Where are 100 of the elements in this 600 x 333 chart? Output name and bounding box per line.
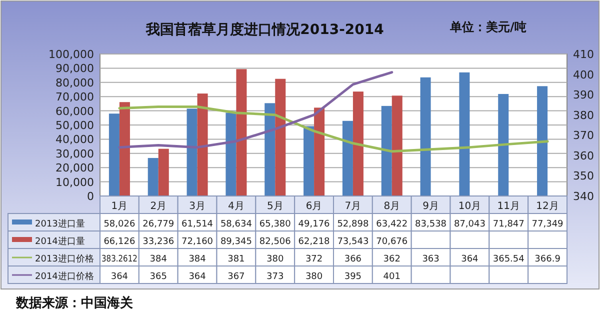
x-tick-label: 3月 [189, 201, 206, 212]
bar [392, 96, 402, 196]
data-label: 49,176 [298, 220, 330, 230]
data-label: 395 [344, 272, 362, 282]
data-label: 89,345 [220, 237, 252, 247]
data-label: 58,026 [104, 220, 136, 230]
data-label: 70,676 [376, 237, 408, 247]
y2-tick-label: 410 [573, 48, 594, 61]
x-tick-label: 10月 [458, 201, 482, 212]
data-label: 58,634 [220, 220, 252, 230]
bar [314, 108, 325, 196]
bar [381, 106, 392, 196]
data-label: 367 [228, 272, 245, 282]
y-tick-label: 80,000 [56, 76, 94, 90]
bar [342, 120, 353, 196]
bar [186, 108, 198, 196]
x-tick-label: 12月 [536, 201, 559, 212]
bar [275, 78, 286, 196]
y-tick-label: 60,000 [56, 104, 94, 118]
data-label: 61,514 [182, 220, 214, 230]
source-note: 数据来源：中国海关 [15, 295, 134, 311]
legend-label: 2014进口量 [35, 236, 85, 247]
bar [119, 102, 130, 196]
bar [459, 72, 470, 196]
data-label: 83,538 [415, 220, 447, 230]
line-series [118, 71, 394, 149]
data-label: 384 [188, 254, 206, 264]
data-label: 63,422 [376, 220, 408, 230]
data-label: 52,898 [337, 220, 369, 230]
data-label: 77,349 [532, 220, 564, 230]
data-label: 66,126 [104, 237, 136, 247]
bar [158, 148, 169, 196]
y2-tick-label: 400 [573, 68, 594, 82]
y-tick-label: 90,000 [56, 62, 94, 76]
legend-label: 2014进口价格 [35, 271, 94, 282]
x-tick-label: 5月 [266, 201, 284, 212]
data-label: 383.2612 [102, 254, 144, 264]
data-label: 365 [150, 272, 167, 282]
y-tick-label: 30,000 [56, 147, 94, 160]
data-label: 362 [383, 254, 400, 264]
x-tick-label: 4月 [228, 201, 244, 212]
chart-title: 我国苜蓿草月度进口情况2013-2014 [145, 21, 384, 38]
y2-tick-label: 360 [573, 149, 594, 162]
text: 单位：美元/吨 [449, 20, 526, 34]
x-tick-label: 6月 [306, 201, 322, 212]
y-tick-label: 10,000 [56, 176, 94, 189]
x-tick-label: 9月 [422, 201, 439, 212]
data-label: 373 [266, 272, 284, 282]
x-tick-label: 2月 [150, 201, 167, 212]
data-label: 65,380 [259, 220, 292, 230]
data-label: 372 [305, 254, 323, 264]
y2-tick-label: 370 [573, 129, 594, 142]
data-label: 71,847 [492, 220, 524, 230]
data-label: 33,236 [142, 237, 174, 247]
x-tick-label: 11月 [497, 201, 520, 212]
y-tick-label: 20,000 [56, 162, 94, 175]
x-tick-label: 1月 [111, 201, 128, 212]
legend-label: 2013进口量 [35, 218, 85, 230]
data-label: 401 [383, 272, 400, 282]
bar [264, 103, 276, 196]
y2-tick-label: 380 [573, 108, 594, 122]
data-label: 73,543 [337, 237, 369, 247]
data-label: 366 [344, 254, 362, 264]
bar [236, 69, 247, 196]
bar [352, 92, 364, 196]
x-tick-label: 7月 [344, 201, 362, 212]
bar [108, 114, 120, 196]
y2-tick-label: 390 [573, 88, 594, 102]
bar [498, 94, 509, 196]
bar [148, 158, 158, 196]
legend-label: 2013进口价格 [35, 254, 94, 264]
data-label: 62,218 [298, 237, 330, 247]
data-label: 365.54 [492, 254, 525, 264]
data-label: 82,506 [259, 237, 292, 247]
x-tick-label: 8月 [384, 201, 400, 212]
y-tick-label: 100,000 [48, 48, 94, 61]
bar [420, 77, 431, 196]
y-tick-label: 70,000 [56, 90, 94, 104]
data-label: 381 [228, 254, 245, 264]
data-label: 72,160 [182, 237, 214, 247]
y-tick-label: 40,000 [56, 133, 94, 146]
data-label: 364 [188, 272, 206, 282]
bar [226, 112, 236, 196]
y2-tick-label: 340 [573, 190, 594, 203]
data-label: 26,779 [142, 220, 174, 230]
bar [304, 126, 314, 196]
data-label: 380 [266, 254, 284, 264]
data-label: 366.9 [534, 254, 561, 264]
line-series [118, 105, 549, 153]
y-tick-label: 0 [87, 190, 94, 203]
bar [197, 94, 208, 196]
data-label: 363 [422, 254, 440, 264]
data-label: 384 [150, 254, 168, 264]
data-label: 364 [461, 254, 479, 264]
y2-tick-label: 350 [573, 170, 594, 183]
data-label: 364 [110, 272, 128, 282]
data-label: 380 [305, 272, 323, 282]
bar [537, 86, 548, 196]
y-tick-label: 50,000 [56, 119, 94, 132]
data-label: 87,043 [454, 220, 486, 230]
